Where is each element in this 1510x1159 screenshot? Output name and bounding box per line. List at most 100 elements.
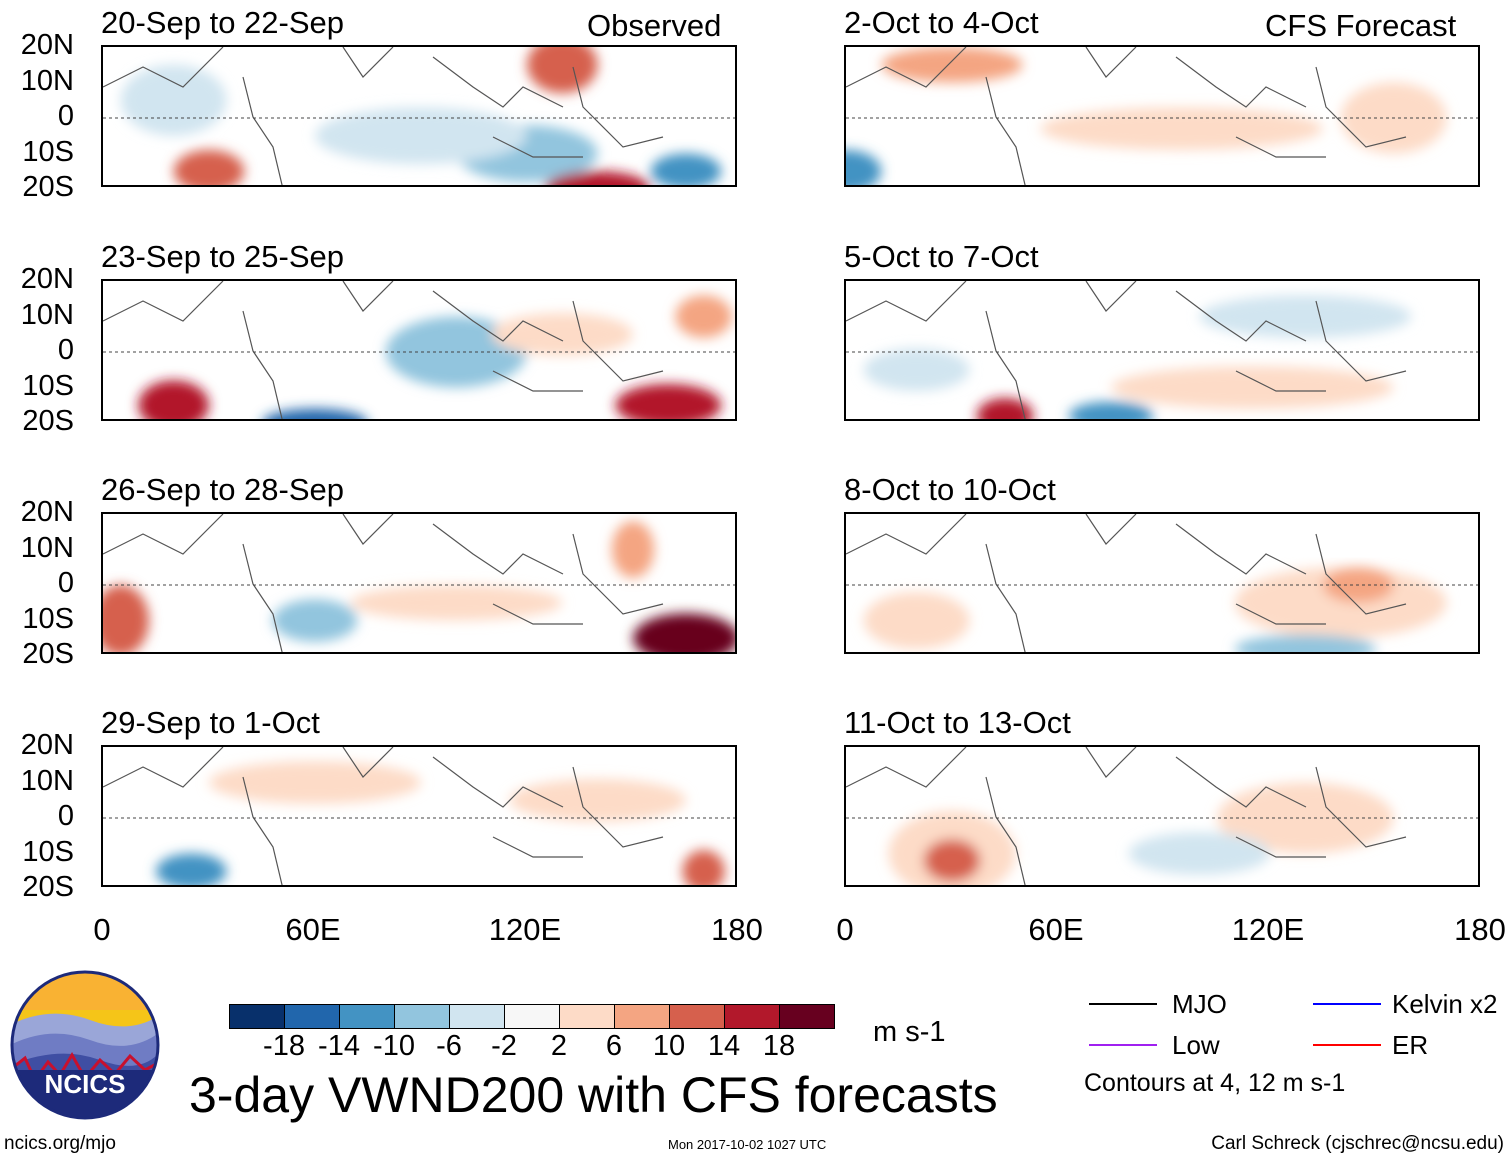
- anomaly-region: [846, 149, 882, 185]
- anomaly-region: [120, 64, 227, 136]
- legend-low: Low: [1172, 1030, 1220, 1060]
- legend-er: ER: [1392, 1030, 1429, 1060]
- panel-title: 26-Sep to 28-Sep: [101, 472, 345, 507]
- anomaly-region: [156, 853, 227, 885]
- anomaly-region: [611, 521, 655, 578]
- legend-line-low: [1089, 1044, 1157, 1046]
- panel-title: 20-Sep to 22-Sep: [101, 5, 345, 40]
- coastlines: [846, 47, 1407, 185]
- lat-tick-label: 0: [57, 800, 74, 832]
- lat-tick-label: 10S: [22, 369, 74, 402]
- anomaly-region: [1199, 295, 1412, 338]
- map-panel-forecast-2: [844, 512, 1480, 654]
- lat-tick-label: 10S: [22, 602, 74, 635]
- legend-line-er: [1313, 1044, 1381, 1046]
- coastlines: [846, 514, 1407, 652]
- lat-tick-label: 20S: [22, 871, 74, 903]
- anomaly-region: [509, 778, 686, 822]
- anomaly-region: [272, 599, 358, 642]
- lat-tick-label: 10S: [22, 835, 74, 868]
- anomaly-region: [650, 153, 722, 185]
- colorbar-swatch: [230, 1005, 285, 1028]
- colorbar-label: 2: [550, 1030, 568, 1062]
- colorbar-swatch: [395, 1005, 450, 1028]
- anomaly-region: [1128, 832, 1270, 875]
- lat-tick-label: 10N: [20, 764, 74, 797]
- map-panel-forecast-0: [844, 45, 1480, 187]
- anomaly-region: [675, 295, 732, 338]
- colorbar-swatch: [670, 1005, 725, 1028]
- colorbar-label: 10: [652, 1030, 686, 1062]
- anomaly-region: [863, 592, 970, 649]
- legend-kelvin: Kelvin x2: [1392, 989, 1498, 1019]
- anomaly-region: [1217, 782, 1394, 854]
- anomaly-region: [881, 47, 1023, 83]
- anomaly-region: [315, 107, 527, 165]
- colorbar-swatch: [780, 1005, 834, 1028]
- anomaly-region: [209, 761, 421, 804]
- lat-tick-label: 0: [57, 334, 74, 366]
- colorbar-label: 14: [707, 1030, 741, 1062]
- colorbar-label: -10: [373, 1030, 415, 1062]
- lon-tick-label: 60E: [1028, 912, 1084, 947]
- footer-url[interactable]: ncics.org/mjo: [4, 1133, 116, 1154]
- observed-label: Observed: [587, 8, 722, 43]
- lat-tick-label: 0: [57, 100, 74, 132]
- colorbar-swatch: [560, 1005, 615, 1028]
- legend-line-mjo: [1089, 1003, 1157, 1005]
- anomaly-region: [615, 383, 722, 419]
- lat-tick-label: 20S: [22, 171, 74, 203]
- lon-tick-label: 180: [711, 912, 763, 947]
- coastlines: [103, 747, 664, 885]
- map-panel-forecast-3: [844, 745, 1480, 887]
- colorbar-swatch: [340, 1005, 395, 1028]
- footer-timestamp: Mon 2017-10-02 1027 UTC: [668, 1137, 827, 1152]
- lon-tick-label: 0: [93, 912, 111, 947]
- lat-tick-label: 10S: [22, 135, 74, 168]
- lat-tick-label: 20N: [20, 729, 74, 761]
- anomaly-region: [1234, 634, 1376, 652]
- anomaly-region: [173, 149, 245, 185]
- lon-tick-label: 180: [1454, 912, 1506, 947]
- colorbar-units: m s-1: [873, 1016, 946, 1048]
- anomaly-region: [138, 380, 209, 419]
- coastlines: [103, 47, 664, 185]
- colorbar-swatch: [450, 1005, 505, 1028]
- panel-title: 2-Oct to 4-Oct: [844, 5, 1039, 40]
- logo-text: NCICS: [45, 1069, 126, 1099]
- map-panel-forecast-1: [844, 279, 1480, 421]
- lon-tick-label: 120E: [488, 912, 562, 947]
- colorbar-label: -14: [318, 1030, 360, 1062]
- legend-mjo: MJO: [1172, 989, 1227, 1019]
- lat-tick-label: 20N: [20, 263, 74, 295]
- coastlines: [846, 281, 1407, 419]
- lat-tick-label: 20S: [22, 405, 74, 437]
- lon-tick-label: 120E: [1231, 912, 1305, 947]
- lat-tick-label: 0: [57, 567, 74, 599]
- lat-tick-label: 10N: [20, 531, 74, 564]
- colorbar-label: 6: [605, 1030, 623, 1062]
- anomaly-region: [527, 47, 598, 94]
- anomaly-region: [863, 348, 970, 392]
- anomaly-region: [682, 849, 725, 885]
- coastlines: [103, 281, 664, 419]
- colorbar-swatch: [725, 1005, 780, 1028]
- forecast-label: CFS Forecast: [1265, 8, 1457, 43]
- map-panel-observed-0: [101, 45, 737, 187]
- colorbar-label: -2: [491, 1030, 517, 1062]
- colorbar-swatch: [615, 1005, 670, 1028]
- coastlines: [103, 514, 664, 652]
- lat-tick-label: 20S: [22, 638, 74, 670]
- anomaly-region: [976, 398, 1034, 419]
- coastlines: [846, 747, 1407, 885]
- lat-tick-label: 20N: [20, 496, 74, 528]
- colorbar-swatch: [285, 1005, 340, 1028]
- anomaly-region: [264, 408, 366, 419]
- panel-title: 11-Oct to 13-Oct: [844, 705, 1071, 740]
- lon-tick-label: 60E: [285, 912, 341, 947]
- lon-tick-label: 0: [836, 912, 854, 947]
- map-panel-observed-2: [101, 512, 737, 654]
- anomaly-region: [923, 839, 981, 882]
- lat-tick-label: 10N: [20, 298, 74, 331]
- legend-line-kelvin: [1313, 1003, 1381, 1005]
